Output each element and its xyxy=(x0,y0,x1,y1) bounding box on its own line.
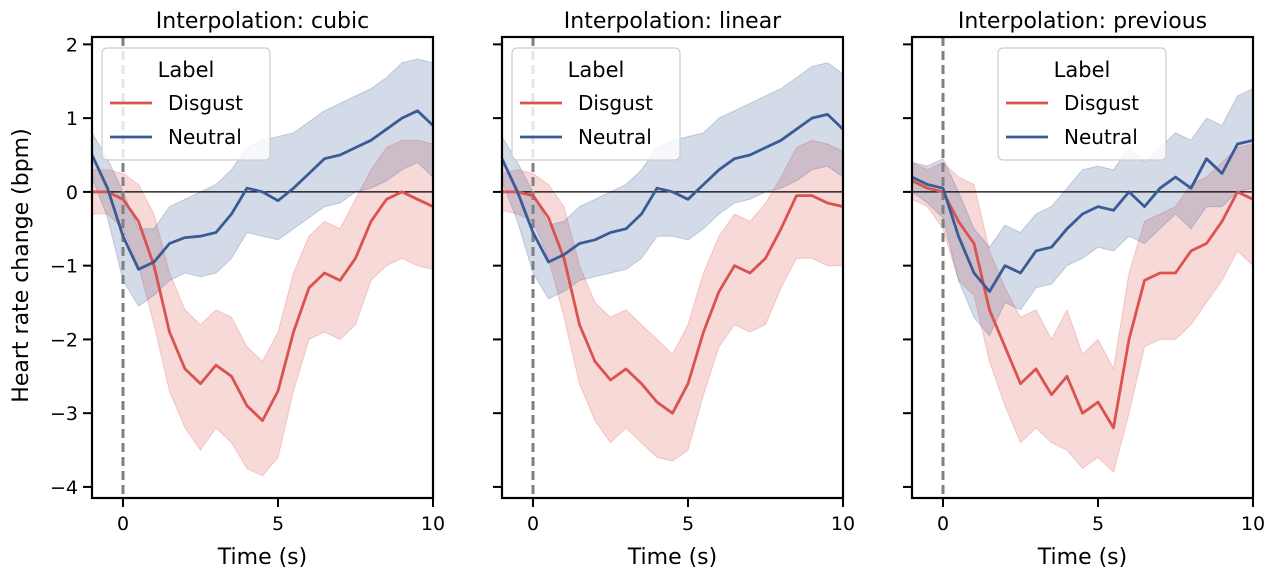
series-line-neutral xyxy=(912,138,1253,293)
series-line-disgust xyxy=(502,190,843,415)
x-tick-label: 5 xyxy=(1092,513,1104,535)
legend-box xyxy=(511,47,681,161)
series-line-disgust xyxy=(92,190,433,423)
y-tick-label: 1 xyxy=(66,108,78,130)
band-disgust xyxy=(912,143,1253,474)
series-line-disgust xyxy=(912,179,1253,430)
legend-entry-disgust: Disgust xyxy=(168,91,243,115)
y-tick-label: −2 xyxy=(50,329,78,351)
band-neutral xyxy=(92,58,433,307)
plot-area xyxy=(912,37,1253,498)
x-axis-label: Time (s) xyxy=(217,545,307,570)
legend-box xyxy=(101,47,271,161)
x-axis-label: Time (s) xyxy=(1037,545,1127,570)
x-tick-label: 0 xyxy=(117,513,129,535)
x-tick-label: 10 xyxy=(1241,513,1265,535)
axes-frame xyxy=(500,35,845,500)
x-tick-label: 0 xyxy=(937,513,949,535)
chart-title: Interpolation: linear xyxy=(564,9,782,34)
y-tick-label: 0 xyxy=(66,182,78,204)
band-disgust xyxy=(92,139,433,477)
y-axis-label: Heart rate change (bpm) xyxy=(9,128,34,402)
legend-entry-disgust: Disgust xyxy=(1064,91,1139,115)
legend-title: Label xyxy=(158,58,215,82)
chart-panel-1: 0 5 10 −4 −3 −2 −1 0 1 2 Interpolation: cubic Time … xyxy=(9,9,445,570)
plot-area xyxy=(92,37,433,498)
legend: Label Disgust Neutral xyxy=(511,47,681,161)
plot-area xyxy=(502,37,843,498)
chart-panel-2: 0 5 10 Interpolation: linear Time (s) Label Di… xyxy=(493,9,855,570)
series-line-neutral xyxy=(502,113,843,264)
band-neutral xyxy=(912,88,1253,337)
legend: Label Disgust Neutral xyxy=(997,47,1167,161)
legend-entry-neutral: Neutral xyxy=(578,125,652,149)
x-tick-label: 10 xyxy=(421,513,445,535)
axes-frame xyxy=(910,35,1255,500)
legend: Label Disgust Neutral xyxy=(101,47,271,161)
chart-panel-3: 0 5 10 Interpolation: previous Time (s) Label… xyxy=(903,9,1265,570)
y-tick-label: 2 xyxy=(66,34,78,56)
y-tick-label: −1 xyxy=(50,256,78,278)
x-axis-label: Time (s) xyxy=(627,545,717,570)
y-tick-label: −4 xyxy=(50,477,78,499)
y-tick-label: −3 xyxy=(50,403,78,425)
chart-title: Interpolation: previous xyxy=(958,9,1207,34)
x-tick-label: 5 xyxy=(272,513,284,535)
chart-title: Interpolation: cubic xyxy=(156,9,369,34)
band-disgust xyxy=(502,139,843,462)
band-neutral xyxy=(502,62,843,300)
legend-entry-neutral: Neutral xyxy=(168,125,242,149)
legend-entry-neutral: Neutral xyxy=(1064,125,1138,149)
legend-title: Label xyxy=(1054,58,1111,82)
legend-title: Label xyxy=(568,58,625,82)
series-line-neutral xyxy=(92,109,433,271)
axes-frame xyxy=(90,35,435,500)
x-tick-label: 0 xyxy=(527,513,539,535)
legend-box xyxy=(997,47,1167,161)
x-tick-label: 10 xyxy=(831,513,855,535)
legend-entry-disgust: Disgust xyxy=(578,91,653,115)
x-tick-label: 5 xyxy=(682,513,694,535)
